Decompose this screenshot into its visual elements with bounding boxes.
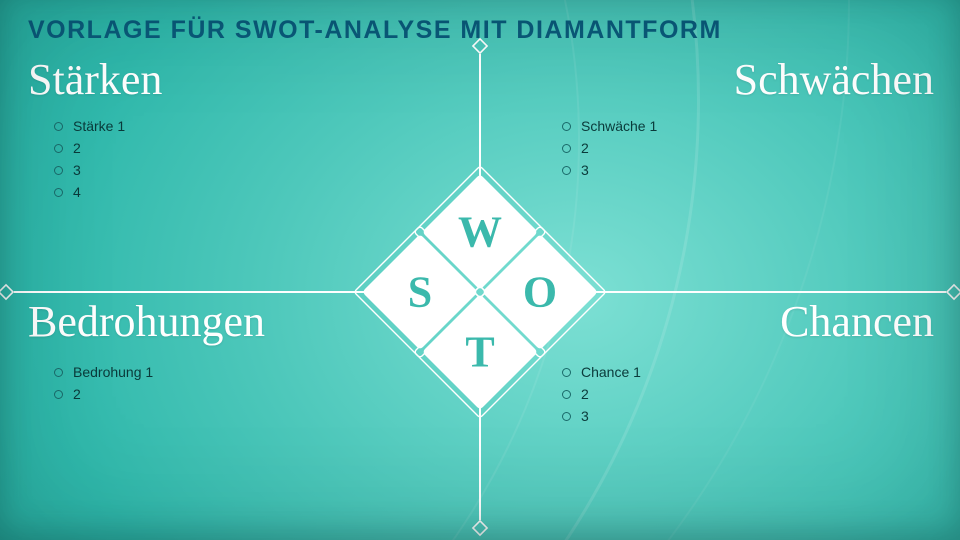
list-item-label: 4 (73, 184, 81, 200)
list-item-label: 2 (581, 140, 589, 156)
list-item: 3 (562, 162, 657, 178)
list-item: Schwäche 1 (562, 118, 657, 134)
heading-strengths: Stärken (28, 58, 162, 102)
list-item: 2 (562, 386, 641, 402)
list-item: Stärke 1 (54, 118, 125, 134)
list-item-label: Chance 1 (581, 364, 641, 380)
bullet-icon (54, 368, 63, 377)
list-item: Bedrohung 1 (54, 364, 153, 380)
list-item-label: Bedrohung 1 (73, 364, 153, 380)
bullet-icon (562, 390, 571, 399)
list-weaknesses: Schwäche 1 2 3 (562, 112, 657, 184)
list-item: 4 (54, 184, 125, 200)
list-item: 2 (562, 140, 657, 156)
list-item: 3 (562, 408, 641, 424)
bullet-icon (54, 188, 63, 197)
bullet-icon (562, 144, 571, 153)
page-title: VORLAGE FÜR SWOT-ANALYSE MIT DIAMANTFORM (28, 16, 722, 45)
heading-threats: Bedrohungen (28, 300, 265, 344)
list-item-label: Schwäche 1 (581, 118, 657, 134)
list-item: Chance 1 (562, 364, 641, 380)
bullet-icon (562, 368, 571, 377)
list-item-label: 2 (73, 140, 81, 156)
list-item-label: 3 (581, 162, 589, 178)
bullet-icon (54, 166, 63, 175)
svg-text:O: O (523, 268, 557, 317)
list-item-label: 3 (73, 162, 81, 178)
list-item-label: 3 (581, 408, 589, 424)
list-opportunities: Chance 1 2 3 (562, 358, 641, 430)
bullet-icon (562, 122, 571, 131)
bullet-icon (54, 390, 63, 399)
heading-opportunities: Chancen (780, 300, 934, 344)
list-item: 3 (54, 162, 125, 178)
list-threats: Bedrohung 1 2 (54, 358, 153, 408)
bullet-icon (562, 166, 571, 175)
list-item-label: Stärke 1 (73, 118, 125, 134)
svg-text:W: W (458, 208, 502, 257)
list-item: 2 (54, 386, 153, 402)
heading-weaknesses: Schwächen (734, 58, 934, 102)
bullet-icon (562, 412, 571, 421)
list-item-label: 2 (581, 386, 589, 402)
list-item-label: 2 (73, 386, 81, 402)
svg-text:T: T (465, 328, 494, 377)
list-strengths: Stärke 1 2 3 4 (54, 112, 125, 206)
bullet-icon (54, 122, 63, 131)
bullet-icon (54, 144, 63, 153)
list-item: 2 (54, 140, 125, 156)
svg-text:S: S (408, 268, 432, 317)
